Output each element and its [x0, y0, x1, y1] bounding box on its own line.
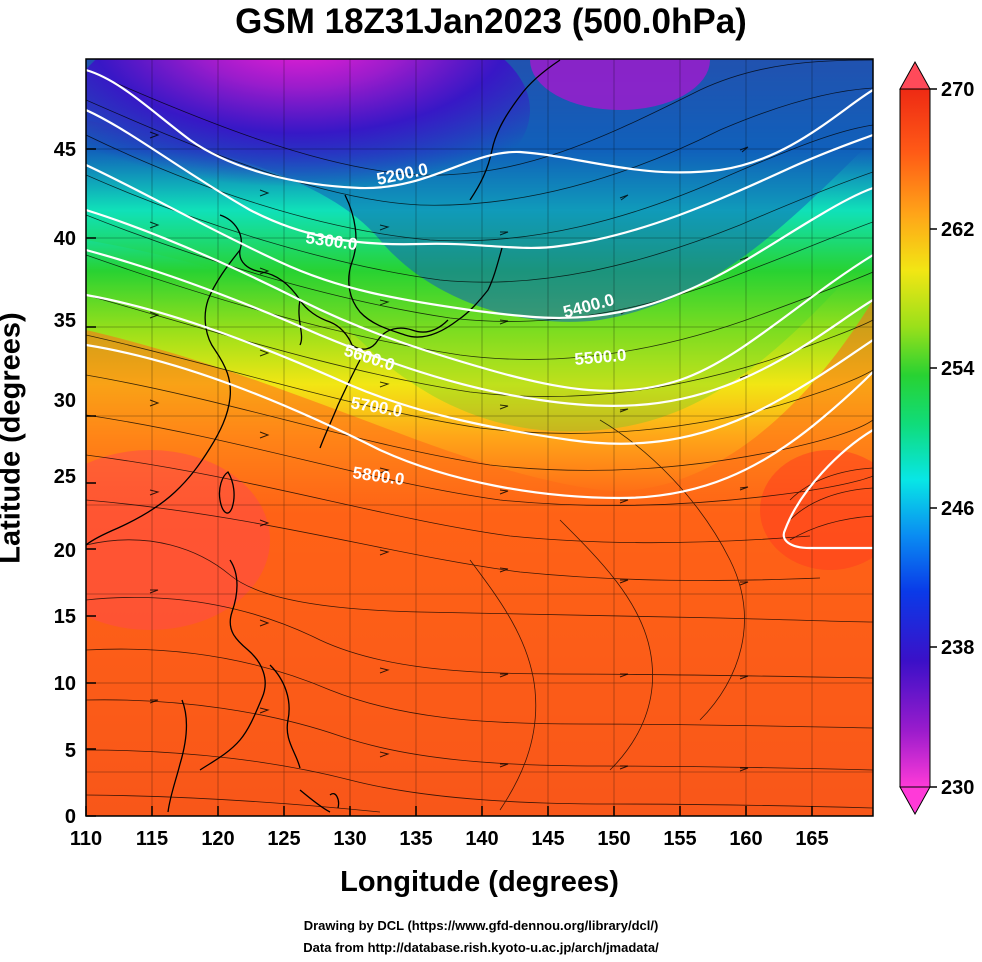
- colorbar-upper-triangle: [899, 60, 931, 90]
- x-tick-160: 160: [729, 828, 762, 850]
- x-tick-140: 140: [465, 828, 498, 850]
- contour-5700: [86, 293, 873, 445]
- x-axis-title: Longitude (degrees): [340, 866, 619, 898]
- y-tick-35: 35: [54, 310, 76, 332]
- x-tick-145: 145: [531, 828, 564, 850]
- y-axis-ticks: [86, 148, 96, 817]
- height-contours: [86, 68, 873, 550]
- x-axis-ticks: [85, 806, 813, 816]
- y-tick-0: 0: [65, 806, 76, 828]
- colorbar-tick-270: 270: [941, 79, 974, 101]
- x-tick-120: 120: [201, 828, 234, 850]
- colorbar-tick-230: 230: [941, 777, 974, 799]
- y-tick-45: 45: [54, 139, 76, 161]
- colorbar-tick-262: 262: [941, 219, 974, 241]
- coastlines: [86, 59, 561, 813]
- contour-5600: [86, 248, 873, 408]
- y-axis-tick-labels: 0 5 10 15 20 25 30 35 40 45: [54, 139, 76, 828]
- x-tick-130: 130: [333, 828, 366, 850]
- colorbar: 270 262 254 246 238 230: [899, 60, 975, 816]
- x-tick-135: 135: [399, 828, 432, 850]
- y-axis-title: Latitude (degrees): [0, 312, 27, 564]
- y-tick-30: 30: [54, 390, 76, 412]
- y-tick-20: 20: [54, 540, 76, 562]
- contour-5300: [86, 108, 873, 250]
- x-tick-150: 150: [597, 828, 630, 850]
- x-tick-110: 110: [70, 828, 102, 850]
- colorbar-tick-254: 254: [941, 358, 975, 380]
- plot-title: GSM 18Z31Jan2023 (500.0hPa): [235, 2, 747, 41]
- colorbar-tick-238: 238: [941, 637, 974, 659]
- temperature-field: [86, 59, 873, 816]
- contour-5500: [86, 208, 873, 392]
- x-tick-155: 155: [663, 828, 696, 850]
- y-tick-25: 25: [54, 466, 76, 488]
- x-tick-125: 125: [267, 828, 300, 850]
- colorbar-scale: [899, 88, 931, 788]
- data-credit: Data from http://database.rish.kyoto-u.a…: [303, 940, 659, 955]
- wind-arrows: [149, 131, 749, 772]
- y-tick-15: 15: [54, 606, 76, 628]
- y-tick-5: 5: [65, 740, 76, 762]
- x-axis-tick-labels: 110 115 120 125 130 135 140 145 150 155 …: [70, 828, 829, 850]
- contour-5800-b: [782, 429, 873, 550]
- y-tick-40: 40: [54, 228, 76, 250]
- plot-frame: [85, 58, 874, 817]
- y-tick-10: 10: [54, 673, 76, 695]
- contour-5400: [86, 164, 873, 319]
- drawing-credit: Drawing by DCL (https://www.gfd-dennou.o…: [303, 918, 659, 933]
- contour-label-5500: 5500.0: [574, 346, 627, 369]
- contour-5200: [86, 68, 873, 190]
- colorbar-lower-triangle: [899, 786, 931, 816]
- x-tick-165: 165: [795, 828, 828, 850]
- x-tick-115: 115: [136, 828, 168, 850]
- colorbar-tick-246: 246: [941, 498, 974, 520]
- contour-5800-a: [86, 343, 873, 500]
